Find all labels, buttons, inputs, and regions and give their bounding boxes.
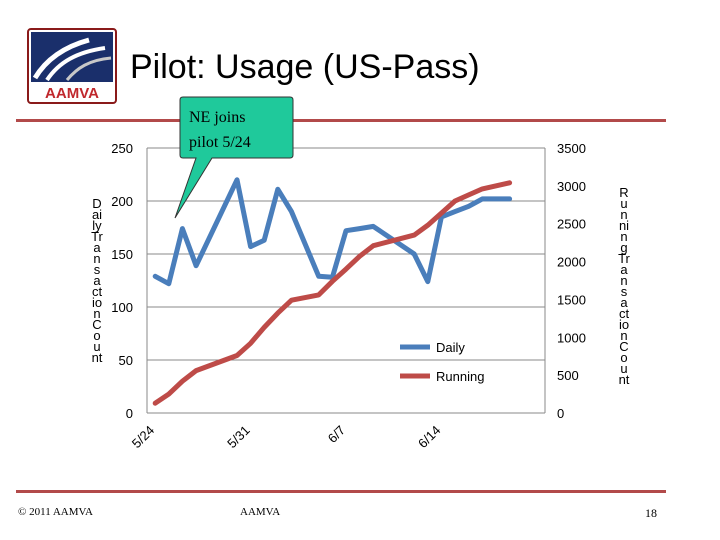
x-axis-tick-label: 5/31 bbox=[224, 423, 253, 452]
left-axis-tick-label: 200 bbox=[111, 194, 133, 209]
callout-bubble: NE joins pilot 5/24 bbox=[174, 96, 294, 219]
right-axis-tick-label: 0 bbox=[557, 406, 564, 421]
callout-line-2: pilot 5/24 bbox=[189, 134, 251, 151]
left-axis-label: Daily Transaction Count bbox=[91, 196, 103, 365]
right-axis-tick-label: 2000 bbox=[557, 255, 586, 270]
aamva-logo: AAMVA bbox=[27, 28, 117, 104]
chart-legend: Daily Running bbox=[400, 340, 484, 384]
footer-rule bbox=[16, 490, 666, 493]
left-axis-tick-label: 100 bbox=[111, 300, 133, 315]
slide-title: Pilot: Usage (US-Pass) bbox=[130, 48, 480, 86]
series-line-daily bbox=[152, 177, 513, 287]
page-number: 18 bbox=[645, 506, 657, 520]
svg-text:AAMVA: AAMVA bbox=[45, 85, 99, 102]
right-axis-tick-label: 3000 bbox=[557, 179, 586, 194]
right-axis-label: Running Transaction Count bbox=[618, 185, 630, 387]
x-axis-tick-label: 6/14 bbox=[415, 423, 444, 452]
left-axis-tick-label: 0 bbox=[126, 406, 133, 421]
x-axis-tick-label: 5/24 bbox=[129, 423, 158, 452]
callout-shape bbox=[174, 96, 294, 219]
x-axis-tick-label: 6/7 bbox=[325, 423, 348, 446]
left-axis-tick-label: 250 bbox=[111, 141, 133, 156]
callout-line-1: NE joins bbox=[189, 109, 245, 126]
left-axis-tick-label: 50 bbox=[119, 353, 133, 368]
right-axis-tick-label: 3500 bbox=[557, 141, 586, 156]
series-line-running bbox=[152, 180, 513, 406]
legend-label-running: Running bbox=[436, 369, 484, 384]
right-axis-tick-label: 500 bbox=[557, 368, 579, 383]
left-axis-tick-label: 150 bbox=[111, 247, 133, 262]
legend-label-daily: Daily bbox=[436, 340, 465, 355]
right-axis-tick-label: 1500 bbox=[557, 292, 586, 307]
right-axis-tick-label: 1000 bbox=[557, 330, 586, 345]
footer-copyright: © 2011 AAMVA bbox=[18, 506, 93, 518]
title-rule bbox=[16, 119, 666, 122]
chart-axes bbox=[146, 148, 546, 414]
footer-org: AAMVA bbox=[240, 506, 281, 518]
right-axis-tick-label: 2500 bbox=[557, 217, 586, 232]
